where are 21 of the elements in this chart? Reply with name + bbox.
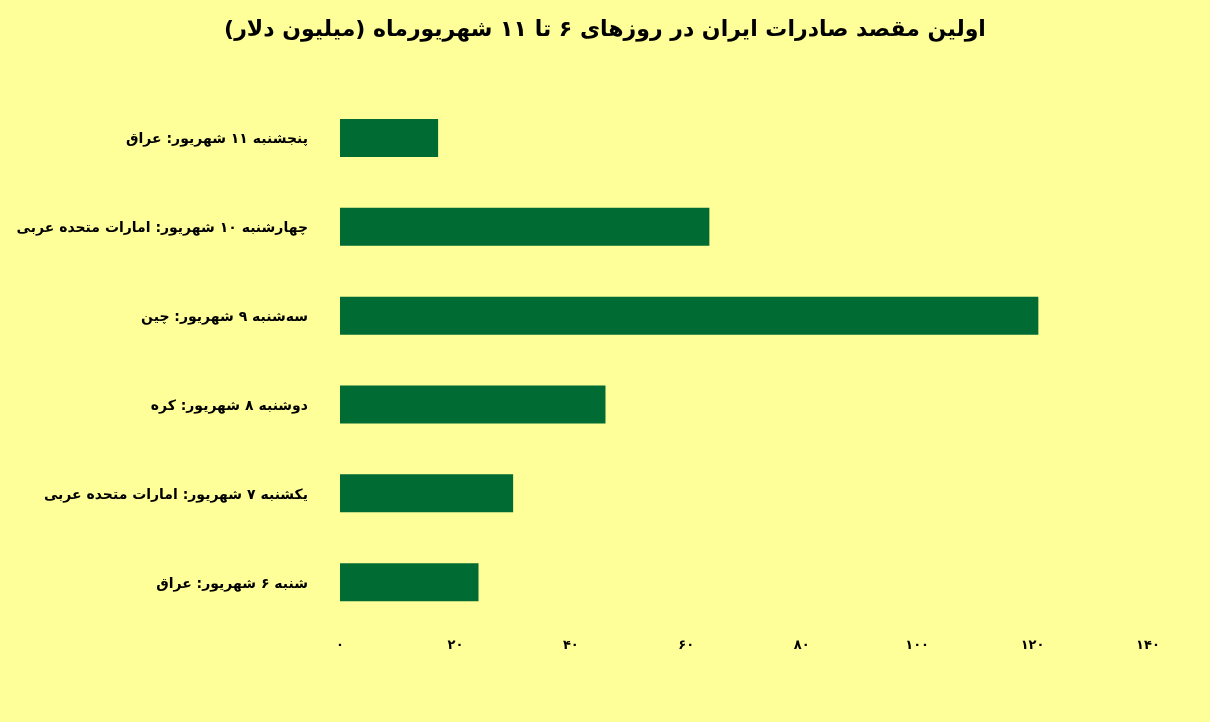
x-tick-label: ۱۰۰	[905, 637, 930, 652]
bar	[340, 474, 514, 513]
bar	[340, 296, 1039, 335]
y-tick-label: سه‌شنبه ۹ شهریور: چین	[141, 308, 308, 326]
bar	[340, 385, 606, 424]
chart-title: اولین مقصد صادرات ایران در روزهای ۶ تا ۱۱ شهریورماه (میلیون دلار)	[223, 16, 987, 41]
y-tick-label: یکشنبه ۷ شهریور: امارات متحده عربی	[43, 485, 308, 503]
y-tick-label: دوشنبه ۸ شهریور: کره	[150, 396, 308, 414]
bar	[340, 119, 439, 157]
x-tick-label: ۲۰	[447, 637, 464, 652]
x-tick-label: ۱۴۰	[1136, 637, 1160, 652]
x-tick-label: ۸۰	[793, 637, 810, 652]
bar	[340, 563, 479, 602]
x-tick-label: ۱۲۰	[1020, 637, 1045, 652]
y-tick-label: پنجشنبه ۱۱ شهریور: عراق	[126, 130, 308, 148]
x-tick-label: ۴۰	[562, 637, 579, 652]
x-tick-label: ۶۰	[678, 637, 695, 652]
y-tick-label: چهارشنبه ۱۰ شهریور: امارات متحده عربی	[16, 219, 308, 237]
y-tick-label: شنبه ۶ شهریور: عراق	[156, 574, 308, 592]
bar	[340, 207, 710, 246]
x-tick-label: ۰	[336, 637, 344, 652]
